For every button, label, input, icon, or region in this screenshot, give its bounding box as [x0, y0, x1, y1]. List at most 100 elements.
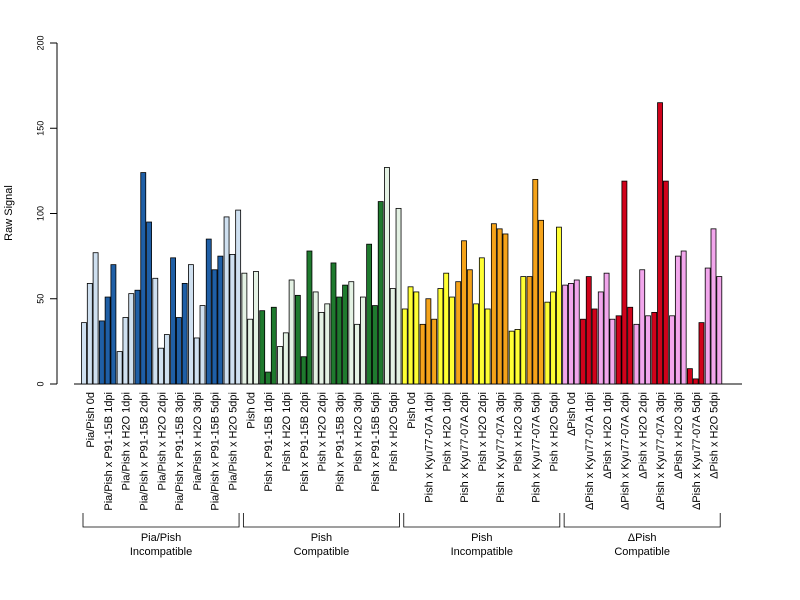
category-label: Pish x H2O 2dpi: [477, 392, 489, 471]
bar: [270, 306, 277, 385]
category-label: ΔPish 0d: [566, 392, 578, 436]
bar: [229, 254, 236, 385]
bar: [104, 296, 111, 385]
category-label: Pia/Pish x P91-15B 1dpi: [103, 392, 115, 511]
bar: [265, 371, 271, 385]
bar: [573, 279, 580, 385]
bar: [330, 262, 337, 385]
bar: [211, 269, 218, 385]
bar: [181, 283, 188, 385]
bar: [384, 167, 390, 385]
bar: [562, 284, 569, 385]
bar: [669, 315, 675, 385]
bar: [674, 255, 681, 385]
bar: [514, 329, 521, 385]
bar: [461, 240, 467, 385]
bar: [116, 351, 123, 385]
category-label: Pish x H2O 1dpi: [441, 392, 453, 471]
bar: [282, 332, 289, 385]
y-tick-label: 50: [35, 294, 45, 304]
bar: [152, 277, 159, 385]
bar: [478, 257, 485, 385]
bar: [140, 172, 147, 385]
bar: [110, 264, 117, 385]
y-tick-label: 200: [35, 35, 45, 50]
group-bracket: [242, 513, 400, 528]
bar: [698, 322, 705, 385]
bar: [556, 226, 562, 385]
bar: [205, 238, 212, 385]
bar: [324, 303, 331, 385]
bar: [395, 207, 402, 385]
bar: [490, 223, 497, 385]
category-label: Pia/Pish x P91-15B 2dpi: [138, 392, 150, 511]
category-label: Pish x P91-15B 1dpi: [263, 392, 275, 492]
category-labels: Pia/Pish 0d Pia/Pish x P91-15B 1dpi Pia/Pi…: [85, 392, 721, 511]
bar: [449, 296, 455, 385]
bar: [92, 252, 99, 385]
category-label: Pish x P91-15B 2dpi: [299, 392, 311, 492]
bar: [188, 264, 194, 385]
bar: [122, 317, 129, 385]
category-label: ΔPish x H2O 5dpi: [709, 392, 721, 479]
bar: [627, 306, 634, 385]
bar: [686, 368, 693, 385]
bar: [277, 346, 283, 385]
bar: [413, 291, 420, 385]
bar: [502, 233, 509, 385]
bar: [366, 243, 373, 385]
bar: [603, 272, 610, 385]
category-label: Pish 0d: [406, 392, 418, 429]
bar: [651, 311, 658, 385]
bar: [633, 323, 640, 385]
category-label: Pish x H2O 5dpi: [388, 392, 400, 471]
group-bracket: [403, 513, 561, 528]
category-label: Pish x H2O 5dpi: [548, 392, 560, 471]
bar: [568, 283, 574, 385]
category-label: Pish x H2O 1dpi: [281, 392, 293, 471]
group-label-line1: Pish: [471, 532, 492, 544]
bar: [348, 281, 355, 385]
bar: [407, 286, 414, 385]
y-axis: 0 50 100 150 200: [35, 35, 58, 387]
category-label: Pia/Pish x H2O 1dpi: [121, 392, 133, 490]
bar: [496, 228, 503, 385]
category-label: Pish 0d: [245, 392, 257, 429]
bar: [128, 293, 135, 385]
y-tick-label: 100: [35, 206, 45, 221]
category-label: ΔPish x H2O 1dpi: [602, 392, 614, 479]
bar: [175, 317, 182, 385]
bar: [431, 318, 438, 385]
bar: [520, 276, 527, 385]
bar: [336, 296, 343, 385]
group-bracket: [82, 513, 240, 528]
bar: [508, 330, 515, 385]
bar: [716, 276, 723, 385]
bar: [544, 301, 551, 385]
bar: [134, 289, 141, 385]
category-label: Pish x Kyu77-07A 1dpi: [424, 392, 436, 503]
group-brackets: Pia/Pish Incompatible Pish Compatible Pish In…: [82, 513, 721, 558]
bar: [425, 298, 432, 385]
category-label: Pia/Pish x H2O 5dpi: [228, 392, 240, 490]
bar: [235, 209, 242, 385]
group-label-line2: Compatible: [614, 546, 670, 558]
category-label: ΔPish x Kyu77-07A 3dpi: [655, 392, 667, 510]
category-label: ΔPish x H2O 2dpi: [637, 392, 649, 479]
category-label: Pia/Pish x P91-15B 5dpi: [210, 392, 222, 511]
group-label-line2: Compatible: [294, 546, 350, 558]
category-label: Pia/Pish x H2O 2dpi: [156, 392, 168, 490]
bar: [354, 323, 361, 385]
bar: [300, 356, 307, 385]
bar: [597, 291, 604, 385]
bar: [657, 102, 663, 385]
group-label-line1: Pish: [311, 532, 332, 544]
y-axis-title: Raw Signal: [3, 185, 15, 241]
bar: [163, 334, 170, 385]
bar: [710, 228, 717, 385]
bars-layer: [81, 102, 723, 385]
bar: [193, 337, 200, 385]
category-label: Pish x Kyu77-07A 5dpi: [531, 392, 543, 503]
category-label: ΔPish x H2O 3dpi: [673, 392, 685, 479]
